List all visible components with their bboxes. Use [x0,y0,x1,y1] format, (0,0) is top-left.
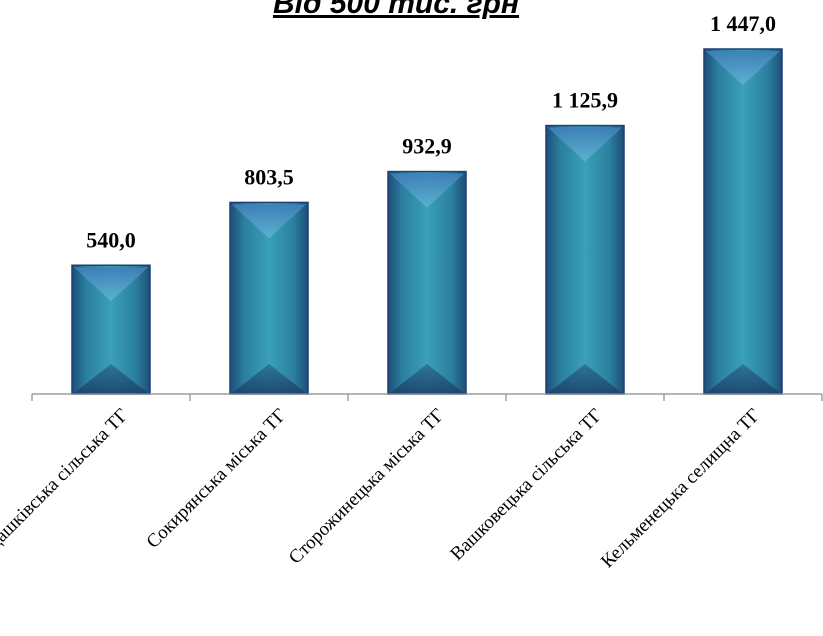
x-axis-ticks [31,394,823,401]
bar-body [703,48,783,395]
bar-top-bevel [548,127,622,162]
bar-top-bevel [390,173,464,208]
bar-body [387,170,467,395]
bar-body [545,124,625,395]
bar-bottom-bevel [74,364,148,393]
value-label: 1 447,0 [710,11,776,36]
bar-top-bevel [706,51,780,85]
bar-bottom-bevel [232,364,306,393]
value-label: 540,0 [86,227,136,252]
value-label: 1 125,9 [552,88,618,113]
bar [545,124,625,395]
bar [229,201,309,395]
bar-body [229,201,309,395]
bar [703,48,783,395]
bar-bottom-bevel [548,364,622,393]
category-label: Вашковецька сільська ТГ [446,405,606,565]
bar-top-bevel [74,267,148,302]
value-label: 803,5 [244,164,294,189]
value-label: 932,9 [402,134,452,159]
category-label: Недашківська сільська ТГ [0,405,133,569]
bar-bottom-bevel [706,364,780,393]
bar-bottom-bevel [390,364,464,393]
chart-title: Від 500 тис. грн [273,0,519,20]
bar-top-bevel [232,204,306,239]
bar [71,264,151,395]
category-label: Сторожинецька міська ТГ [285,405,449,569]
category-label: Сокирянська міська ТГ [143,405,291,553]
category-label: Кельменецька селищна ТГ [597,405,765,573]
value-labels: 540,0 803,5 932,9 1 125,9 1 447,0 [86,11,776,252]
category-labels: Недашківська сільська ТГ Сокирянська місь… [0,405,765,573]
bar [387,170,467,395]
bars-group [71,48,783,395]
